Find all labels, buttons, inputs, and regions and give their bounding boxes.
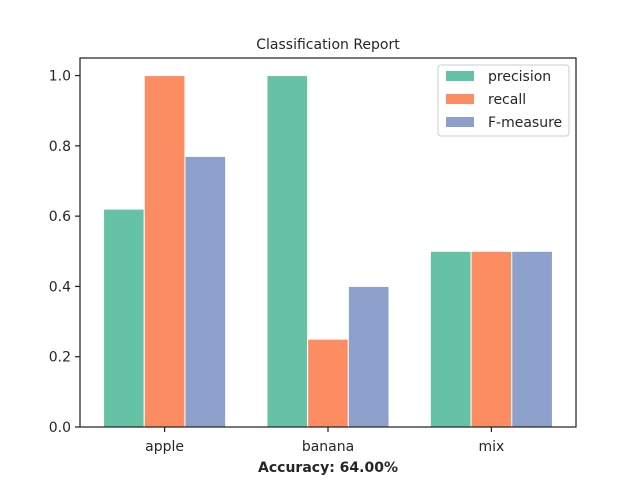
legend: precision recall F-measure bbox=[437, 64, 570, 137]
bar-apple-precision bbox=[103, 208, 145, 428]
x-axis: apple banana mix bbox=[145, 427, 504, 455]
y-tick-label: 0.4 bbox=[49, 279, 71, 295]
x-tick-label-apple: apple bbox=[145, 439, 184, 455]
plot-frame bbox=[79, 57, 577, 428]
y-tick-label: 0.8 bbox=[49, 139, 71, 155]
legend-label-precision: precision bbox=[488, 69, 551, 85]
bar-banana-f-measure bbox=[347, 285, 390, 428]
bar-apple-f-measure bbox=[184, 155, 227, 428]
legend-label-f-measure: F-measure bbox=[488, 115, 562, 131]
bar-banana-precision bbox=[266, 75, 309, 428]
bar-apple-recall bbox=[143, 75, 186, 428]
x-tick-label-banana: banana bbox=[302, 439, 354, 455]
bar-mix-f-measure bbox=[511, 250, 553, 428]
y-tick-label: 0.2 bbox=[49, 350, 71, 366]
x-axis-label: Accuracy: 64.00% bbox=[258, 460, 398, 476]
y-tick-label: 1.0 bbox=[49, 69, 71, 85]
bar-mix-recall bbox=[470, 250, 513, 428]
legend-swatch-f-measure bbox=[446, 117, 474, 127]
legend-label-recall: recall bbox=[488, 92, 526, 108]
chart-title: Classification Report bbox=[256, 37, 400, 53]
bar-mix-precision bbox=[429, 250, 472, 428]
bars-group bbox=[103, 75, 553, 428]
bar-banana-recall bbox=[307, 338, 349, 428]
x-tick-label-mix: mix bbox=[478, 439, 504, 455]
y-tick-label: 0.6 bbox=[49, 209, 71, 225]
y-axis: 0.0 0.2 0.4 0.6 0.8 1.0 bbox=[49, 69, 80, 436]
legend-swatch-precision bbox=[446, 71, 474, 81]
legend-swatch-recall bbox=[446, 94, 474, 104]
y-tick-label: 0.0 bbox=[49, 420, 71, 436]
